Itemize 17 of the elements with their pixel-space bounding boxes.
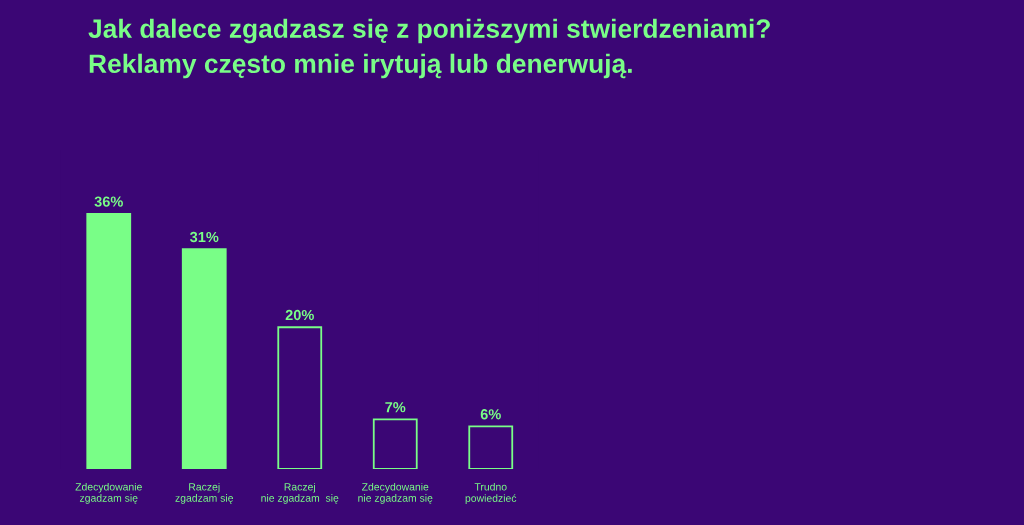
x-tick-label: Zdecydowanie nie zgadzam się	[358, 482, 433, 504]
chart-title: Jak dalece zgadzasz się z poniższymi stwierdzeniami?	[88, 18, 770, 44]
x-tick-label: Raczej nie zgadzam się	[261, 482, 339, 504]
bar	[468, 425, 514, 469]
bar	[372, 418, 418, 469]
data-label: 6%	[480, 409, 501, 420]
x-tick-label: Raczej zgadzam się	[175, 482, 234, 504]
data-label: 36%	[94, 196, 123, 207]
data-label: 7%	[385, 402, 406, 413]
data-label: 20%	[285, 309, 314, 321]
bar	[86, 212, 132, 469]
bar	[181, 248, 227, 469]
bar	[277, 326, 323, 469]
x-tick-label: Trudno powiedzieć	[465, 482, 517, 504]
chart-subtitle: Reklamy często mnie irytują lub denerwują.	[89, 53, 632, 79]
x-tick-label: Zdecydowanie zgadzam się	[75, 482, 142, 504]
data-label: 31%	[189, 231, 219, 243]
